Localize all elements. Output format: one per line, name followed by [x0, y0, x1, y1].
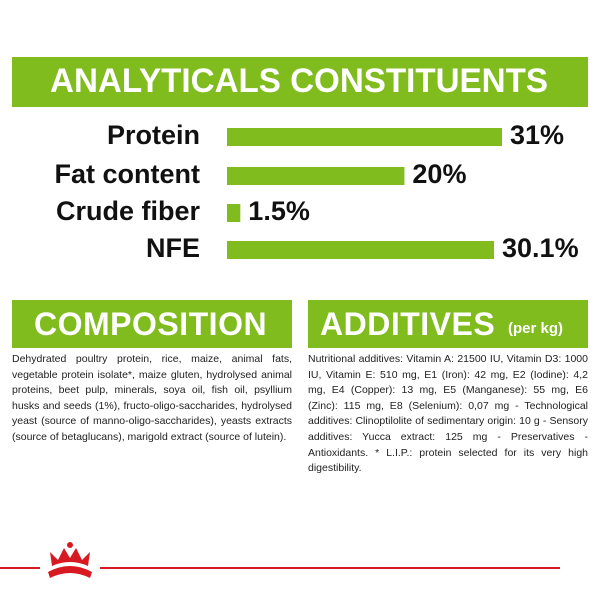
category-label: NFE [146, 233, 200, 263]
logo [48, 542, 92, 578]
value-label: 30.1% [502, 233, 579, 263]
additives-subtitle: (per kg) [508, 320, 564, 337]
chart: ANALYTICALS CONSTITUENTS Protein 31% Fat c… [12, 57, 588, 263]
bar [227, 241, 495, 259]
category-label: Crude fiber [56, 196, 201, 226]
bar [227, 204, 241, 222]
category-label: Protein [107, 120, 200, 150]
composition-banner: COMPOSITION [12, 300, 292, 348]
value-label: 1.5% [248, 196, 310, 226]
composition-title: COMPOSITION [34, 306, 268, 342]
value-label: 20% [412, 159, 466, 189]
bar [227, 128, 502, 146]
additives-title: ADDITIVES [320, 306, 496, 342]
value-label: 31% [510, 120, 564, 150]
category-label: Fat content [55, 159, 201, 189]
bar [227, 167, 405, 185]
chart-title: ANALYTICALS CONSTITUENTS [50, 62, 548, 100]
additives-banner: ADDITIVES (per kg) [308, 300, 588, 348]
title-banner [12, 57, 588, 107]
composition-text: Dehydrated poultry protein, rice, maize,… [12, 353, 292, 443]
additives-text: Nutritional additives: Vitamin A: 21500 … [308, 353, 588, 475]
